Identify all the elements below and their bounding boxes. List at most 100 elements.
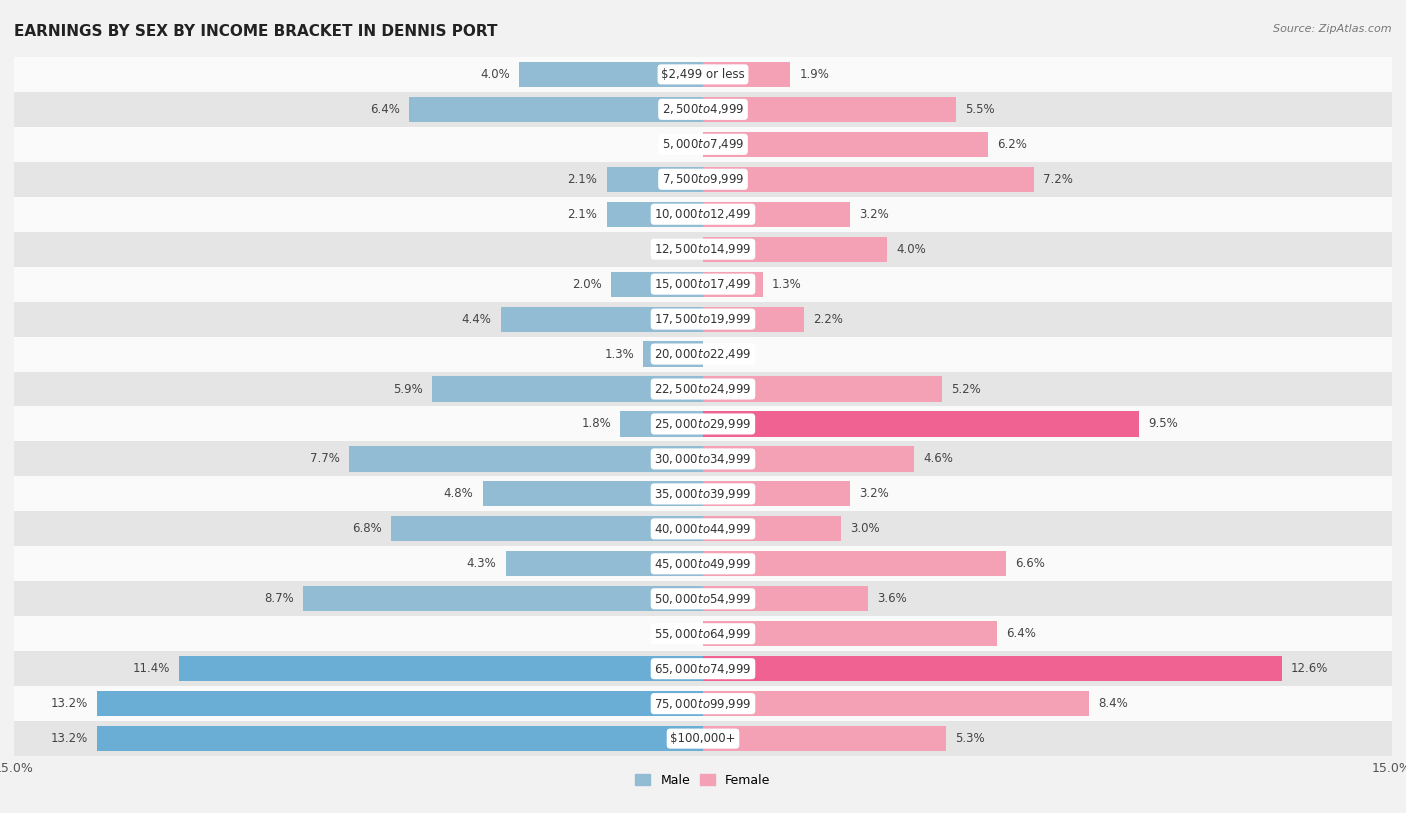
Bar (703, 376, 942, 402)
Text: 12.6%: 12.6% (1291, 663, 1329, 675)
Text: $75,000 to $99,999: $75,000 to $99,999 (654, 697, 752, 711)
Bar (703, 202, 851, 227)
Text: 8.7%: 8.7% (264, 593, 294, 605)
Text: 0.0%: 0.0% (664, 628, 693, 640)
Text: 6.4%: 6.4% (1007, 628, 1036, 640)
Text: 7.2%: 7.2% (1043, 173, 1073, 185)
Bar (14, 337, 1392, 372)
Text: 1.3%: 1.3% (772, 278, 801, 290)
Text: Source: ZipAtlas.com: Source: ZipAtlas.com (1274, 24, 1392, 34)
Text: $30,000 to $34,999: $30,000 to $34,999 (654, 452, 752, 466)
Bar (14, 267, 1392, 302)
Bar (519, 62, 703, 87)
Bar (14, 476, 1392, 511)
Text: $7,500 to $9,999: $7,500 to $9,999 (662, 172, 744, 186)
Text: 8.4%: 8.4% (1098, 698, 1128, 710)
Bar (620, 411, 703, 437)
Text: 4.0%: 4.0% (481, 68, 510, 80)
Text: 6.4%: 6.4% (370, 103, 399, 115)
Bar (304, 586, 703, 611)
Bar (703, 656, 1282, 681)
Bar (703, 726, 946, 751)
Text: $10,000 to $12,499: $10,000 to $12,499 (654, 207, 752, 221)
Bar (703, 97, 956, 122)
Text: 5.2%: 5.2% (950, 383, 981, 395)
Bar (612, 272, 703, 297)
Bar (14, 232, 1392, 267)
Text: $45,000 to $49,999: $45,000 to $49,999 (654, 557, 752, 571)
Text: 1.9%: 1.9% (800, 68, 830, 80)
Text: $35,000 to $39,999: $35,000 to $39,999 (654, 487, 752, 501)
Bar (14, 197, 1392, 232)
Text: 5.5%: 5.5% (965, 103, 994, 115)
Bar (97, 691, 703, 716)
Bar (703, 621, 997, 646)
Bar (506, 551, 703, 576)
Bar (14, 546, 1392, 581)
Text: $50,000 to $54,999: $50,000 to $54,999 (654, 592, 752, 606)
Text: 3.2%: 3.2% (859, 488, 889, 500)
Bar (14, 686, 1392, 721)
Text: 5.9%: 5.9% (394, 383, 423, 395)
Text: 1.3%: 1.3% (605, 348, 634, 360)
Text: $25,000 to $29,999: $25,000 to $29,999 (654, 417, 752, 431)
Bar (482, 481, 703, 506)
Bar (14, 441, 1392, 476)
Bar (14, 511, 1392, 546)
Text: 5.3%: 5.3% (956, 733, 986, 745)
Text: 0.0%: 0.0% (664, 243, 693, 255)
Bar (14, 57, 1392, 92)
Bar (501, 307, 703, 332)
Bar (14, 616, 1392, 651)
Bar (703, 481, 851, 506)
Bar (703, 516, 841, 541)
Text: $2,500 to $4,999: $2,500 to $4,999 (662, 102, 744, 116)
Text: $40,000 to $44,999: $40,000 to $44,999 (654, 522, 752, 536)
Text: $12,500 to $14,999: $12,500 to $14,999 (654, 242, 752, 256)
Bar (391, 516, 703, 541)
Text: 3.6%: 3.6% (877, 593, 907, 605)
Text: 0.0%: 0.0% (664, 138, 693, 150)
Bar (703, 551, 1007, 576)
Bar (703, 237, 887, 262)
Bar (14, 651, 1392, 686)
Text: EARNINGS BY SEX BY INCOME BRACKET IN DENNIS PORT: EARNINGS BY SEX BY INCOME BRACKET IN DEN… (14, 24, 498, 39)
Bar (644, 341, 703, 367)
Text: 0.0%: 0.0% (713, 348, 742, 360)
Text: 2.0%: 2.0% (572, 278, 602, 290)
Bar (180, 656, 703, 681)
Text: 4.6%: 4.6% (924, 453, 953, 465)
Text: 6.6%: 6.6% (1015, 558, 1045, 570)
Text: $15,000 to $17,499: $15,000 to $17,499 (654, 277, 752, 291)
Bar (703, 446, 914, 472)
Text: $5,000 to $7,499: $5,000 to $7,499 (662, 137, 744, 151)
Text: 7.7%: 7.7% (311, 453, 340, 465)
Bar (703, 586, 869, 611)
Text: 9.5%: 9.5% (1149, 418, 1178, 430)
Bar (14, 92, 1392, 127)
Bar (14, 302, 1392, 337)
Bar (703, 411, 1139, 437)
Text: 6.2%: 6.2% (997, 138, 1026, 150)
Text: 6.8%: 6.8% (352, 523, 381, 535)
Text: $65,000 to $74,999: $65,000 to $74,999 (654, 662, 752, 676)
Bar (432, 376, 703, 402)
Text: $20,000 to $22,499: $20,000 to $22,499 (654, 347, 752, 361)
Bar (349, 446, 703, 472)
Bar (606, 202, 703, 227)
Text: $22,500 to $24,999: $22,500 to $24,999 (654, 382, 752, 396)
Bar (409, 97, 703, 122)
Text: 4.8%: 4.8% (444, 488, 474, 500)
Bar (703, 272, 762, 297)
Text: 4.0%: 4.0% (896, 243, 925, 255)
Bar (703, 691, 1088, 716)
Text: $2,499 or less: $2,499 or less (661, 68, 745, 80)
Text: 2.1%: 2.1% (568, 173, 598, 185)
Text: $55,000 to $64,999: $55,000 to $64,999 (654, 627, 752, 641)
Text: 3.2%: 3.2% (859, 208, 889, 220)
Legend: Male, Female: Male, Female (630, 769, 776, 792)
Bar (14, 162, 1392, 197)
Text: $17,500 to $19,999: $17,500 to $19,999 (654, 312, 752, 326)
Bar (14, 406, 1392, 441)
Text: 3.0%: 3.0% (851, 523, 880, 535)
